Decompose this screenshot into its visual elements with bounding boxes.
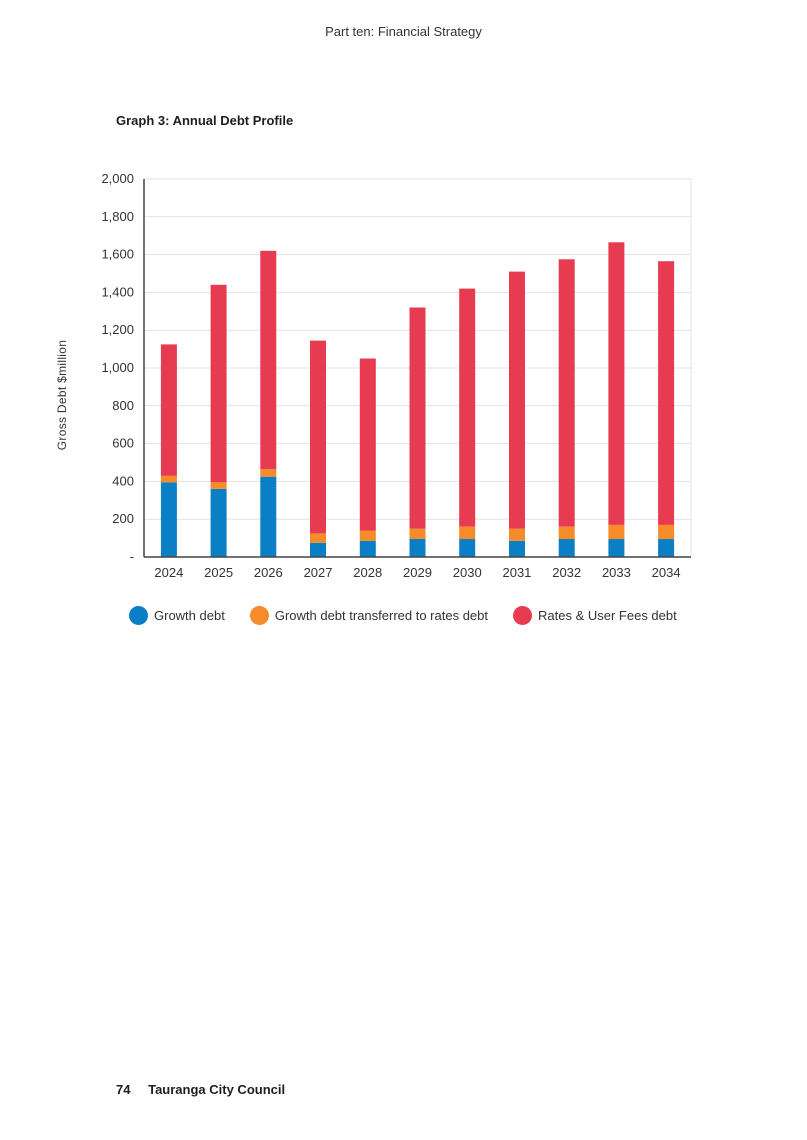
- bar-segment: [210, 482, 227, 489]
- y-tick-label: 400: [112, 473, 134, 488]
- y-tick-label: 1,200: [101, 322, 134, 337]
- bar-segment: [608, 524, 625, 540]
- x-tick-label: 2027: [304, 565, 333, 580]
- legend-label-rates: Rates & User Fees debt: [538, 608, 677, 623]
- bar-segment: [359, 358, 376, 531]
- bar-segment: [509, 540, 525, 557]
- x-tick-label: 2034: [652, 565, 681, 580]
- page-footer: 74 Tauranga City Council: [116, 1082, 285, 1097]
- bar-segment: [310, 533, 326, 543]
- legend-swatch-rates: [513, 606, 532, 625]
- bar-segment: [558, 526, 575, 540]
- x-tick-label: 2031: [502, 565, 531, 580]
- y-tick-label: 200: [112, 511, 134, 526]
- bar-segment: [210, 284, 227, 483]
- bar-segment: [160, 475, 177, 483]
- bar-segment: [658, 539, 675, 557]
- bar-segment: [359, 540, 376, 557]
- bar-segment: [160, 344, 177, 476]
- x-tick-label: 2033: [602, 565, 631, 580]
- bar-segment: [160, 482, 177, 557]
- y-tick-label: 600: [112, 436, 134, 451]
- legend-swatch-transferred: [249, 606, 269, 625]
- publisher-name: Tauranga City Council: [148, 1082, 286, 1097]
- page-number: 74: [116, 1082, 131, 1097]
- bar-segment: [409, 539, 426, 557]
- bar-segment: [658, 261, 675, 525]
- legend-label-growth: Growth debt: [154, 608, 225, 623]
- bar-segment: [359, 530, 376, 541]
- x-tick-label: 2030: [453, 565, 482, 580]
- y-tick-label: 1,400: [101, 284, 134, 299]
- legend-item-growth: Growth debt: [129, 606, 225, 625]
- y-tick-label: 1,600: [101, 247, 134, 262]
- x-tick-label: 2025: [204, 565, 233, 580]
- bar-segment: [409, 528, 426, 539]
- x-tick-label: 2032: [552, 565, 581, 580]
- bar-segment: [210, 489, 227, 557]
- bar-segment: [260, 476, 277, 557]
- y-tick-label: 1,000: [101, 360, 134, 375]
- stacked-bar-chart: - 200 400 600 800 1,000 1,200 1,400 1,600 1,800 2,…: [101, 171, 692, 580]
- x-tick-label: 2026: [254, 565, 283, 580]
- bar-segment: [558, 539, 575, 557]
- bar-segment: [459, 526, 476, 540]
- bar-segment: [459, 539, 476, 557]
- chart-legend: Growth debt Growth debt transferred to r…: [129, 606, 702, 625]
- bar-segment: [608, 242, 625, 525]
- bar-segment: [509, 528, 525, 541]
- y-tick-label: -: [130, 549, 134, 564]
- bar-segment: [608, 539, 625, 557]
- bar-segment: [260, 469, 277, 477]
- y-tick-label: 800: [112, 398, 134, 413]
- page-header: Part ten: Financial Strategy: [325, 24, 482, 39]
- y-tick-label: 1,800: [101, 209, 134, 224]
- x-tick-label: 2029: [403, 565, 432, 580]
- bar-segment: [409, 307, 426, 529]
- legend-item-transferred: Growth debt transferred to rates debt: [249, 606, 488, 625]
- bar-segment: [310, 542, 326, 557]
- bar-segment: [310, 340, 326, 534]
- y-tick-label: 2,000: [101, 171, 134, 186]
- bar-segment: [509, 271, 525, 529]
- bar-segment: [459, 288, 476, 527]
- legend-label-transferred: Growth debt transferred to rates debt: [274, 608, 488, 623]
- legend-swatch-growth: [129, 606, 148, 625]
- bar-segment: [658, 524, 675, 540]
- chart-title: Graph 3: Annual Debt Profile: [116, 113, 294, 128]
- x-tick-label: 2024: [154, 565, 183, 580]
- bar-segment: [260, 250, 277, 470]
- x-tick-label: 2028: [353, 565, 382, 580]
- bar-segment: [558, 259, 575, 527]
- legend-item-rates: Rates & User Fees debt: [513, 606, 677, 625]
